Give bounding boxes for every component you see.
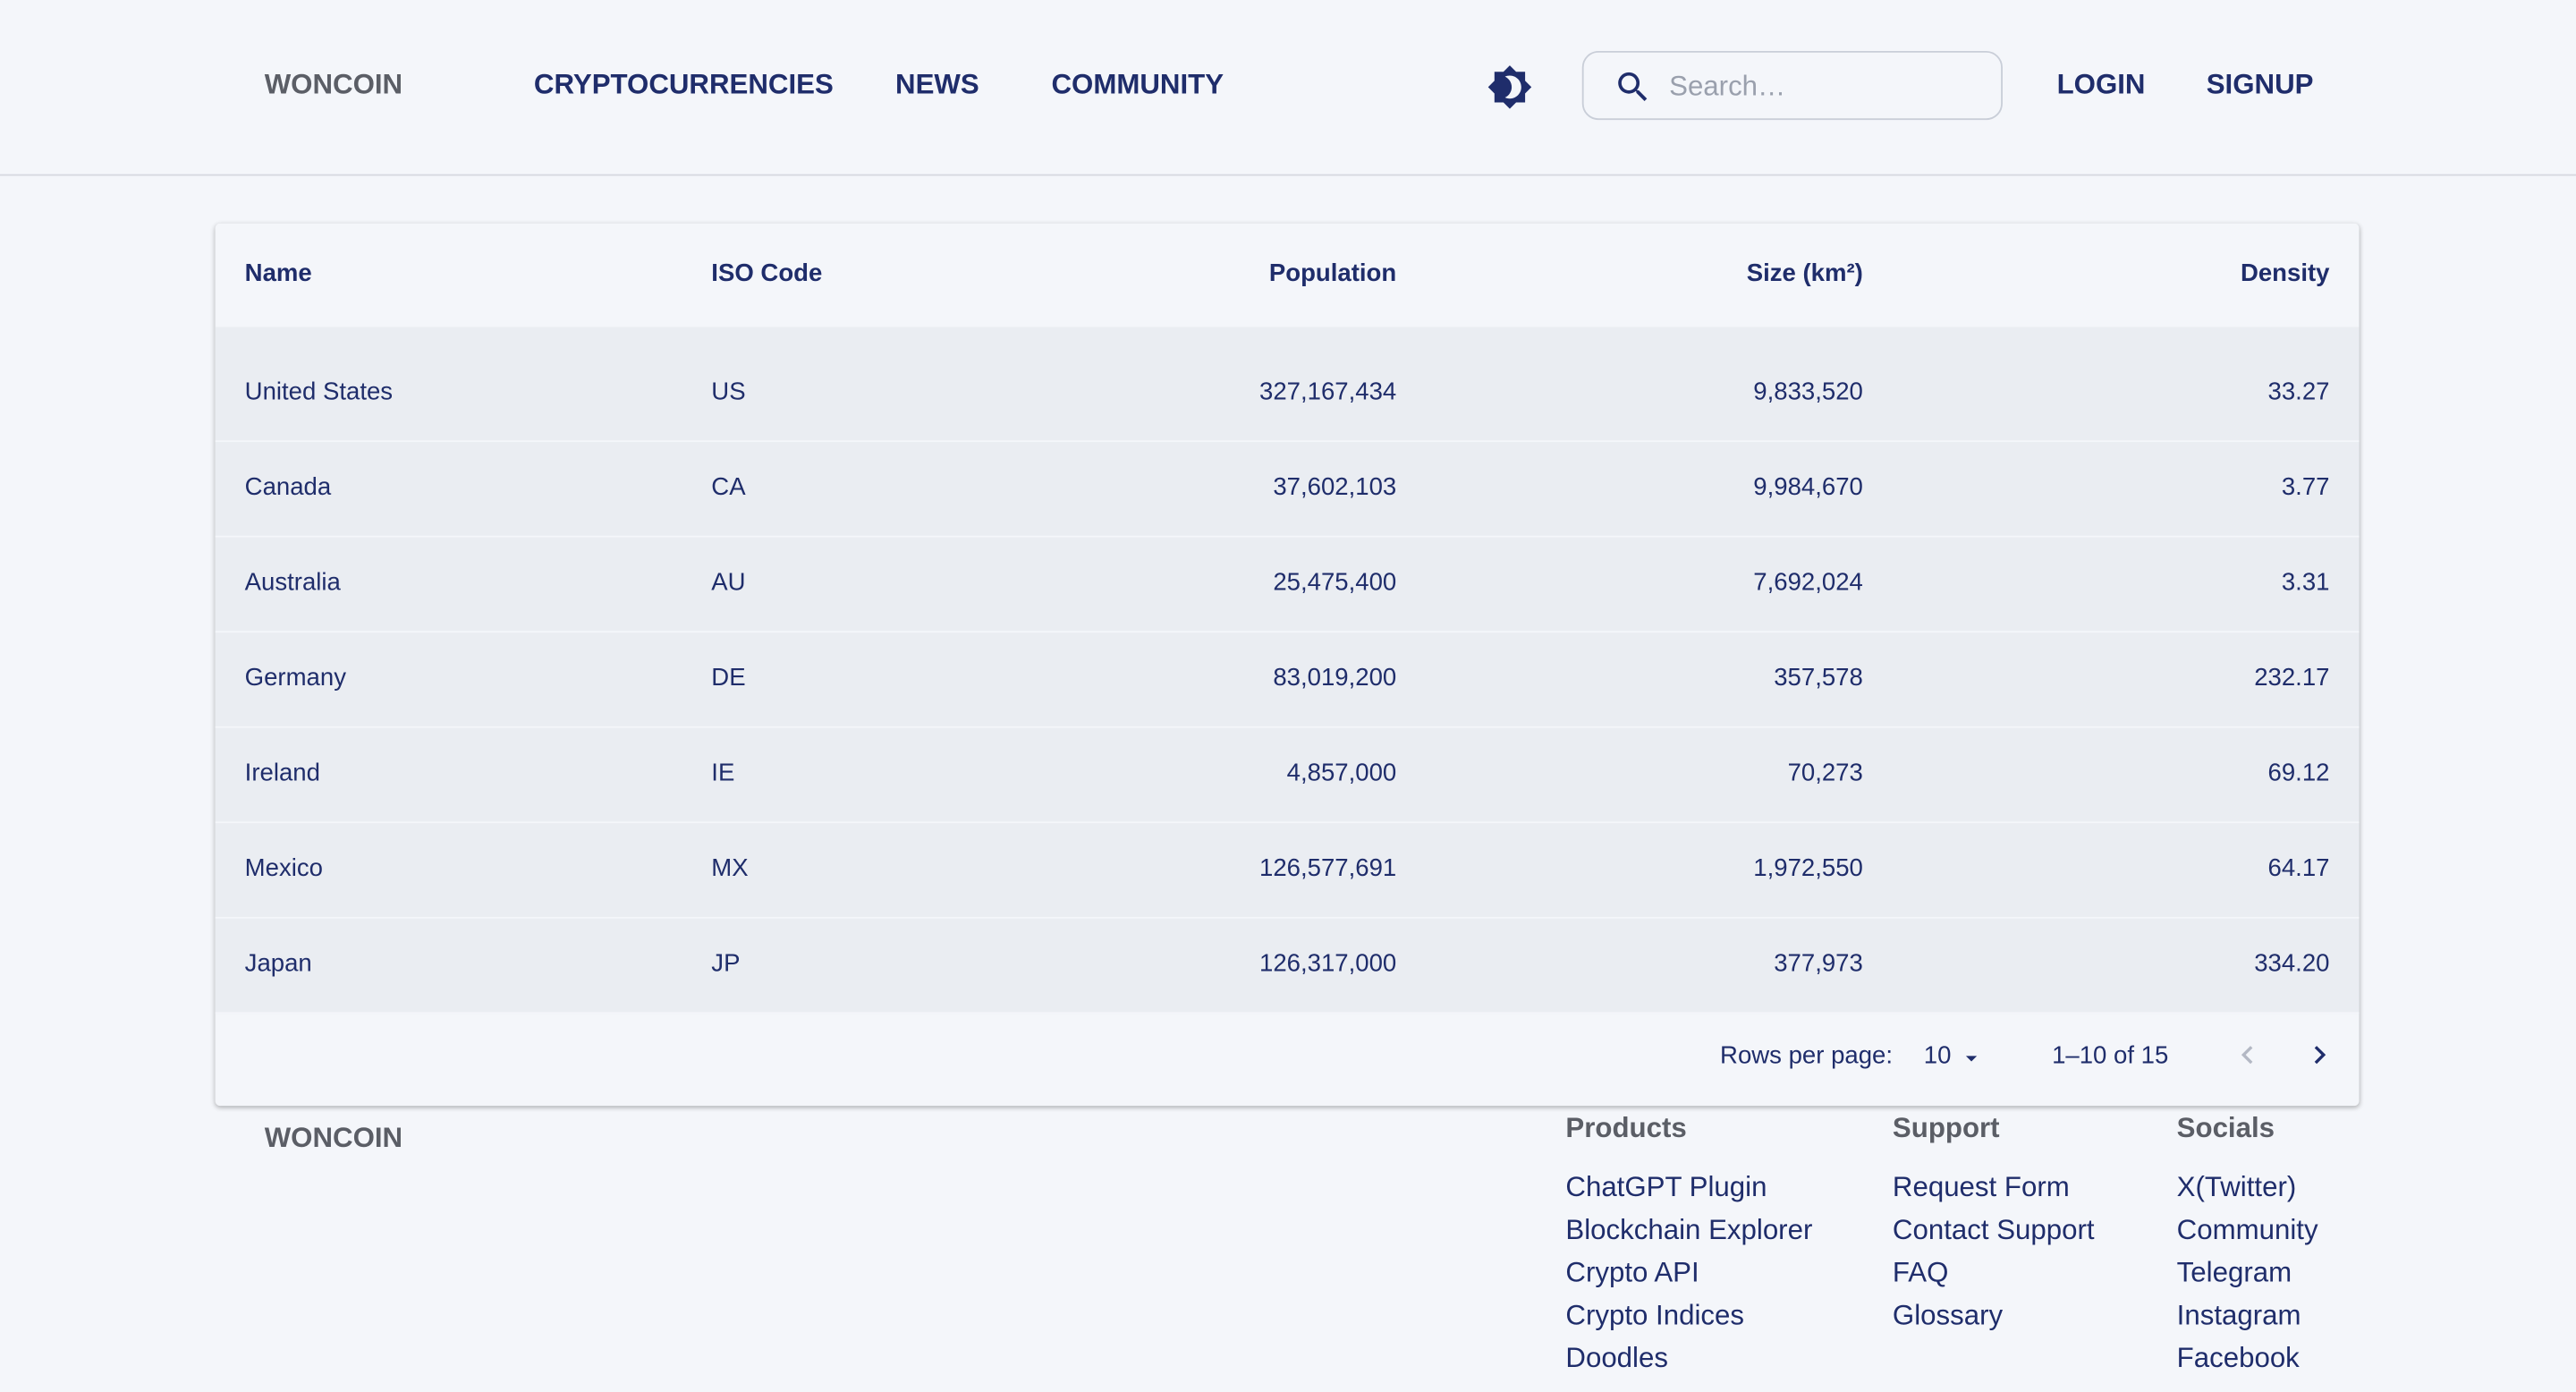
table-row[interactable]: Ireland IE 4,857,000 70,273 69.12 <box>215 727 2360 824</box>
table-cell: CA <box>711 472 746 502</box>
table-cell: 232.17 <box>2254 664 2330 692</box>
rows-per-page-label: Rows per page: <box>1720 1041 1894 1070</box>
footer-heading: Products <box>1565 1112 1687 1144</box>
table-row[interactable]: United States US 327,167,434 9,833,520 33.27 <box>215 346 2360 443</box>
signup-button[interactable]: SIGNUP <box>2206 69 2314 101</box>
table-cell: 4,857,000 <box>1286 759 1397 787</box>
table-cell: 69.12 <box>2267 759 2330 787</box>
select-caret <box>1965 1056 1978 1062</box>
top-bar: WONCOIN CRYPTOCURRENCIES NEWS COMMUNITY Se… <box>0 0 2576 176</box>
table-cell: 33.27 <box>2267 378 2330 406</box>
table-cell: US <box>711 378 746 406</box>
table-cell: 126,317,000 <box>1258 949 1397 978</box>
table-cell: 83,019,200 <box>1273 664 1397 692</box>
table-cell: 3.31 <box>2281 568 2330 597</box>
page-range: 1–10 of 15 <box>2052 1041 2169 1070</box>
search-box[interactable]: Search… <box>1581 50 2003 121</box>
footer-link[interactable]: Instagram <box>2176 1299 2301 1331</box>
footer-link[interactable]: Community <box>2176 1214 2318 1246</box>
search-placeholder: Search… <box>1669 70 1786 102</box>
table-row[interactable]: Germany DE 83,019,200 357,578 232.17 <box>215 632 2360 728</box>
footer-link[interactable]: Glossary <box>1892 1299 2004 1331</box>
table-cell: Australia <box>244 568 341 597</box>
prev-page[interactable] <box>2229 1037 2265 1073</box>
theme-toggle[interactable] <box>1487 64 1532 110</box>
footer-link[interactable]: FAQ <box>1892 1257 1949 1288</box>
table-cell: Canada <box>244 472 332 502</box>
footer-brand: WONCOIN <box>264 1122 403 1154</box>
table-cell: 70,273 <box>1787 759 1863 787</box>
column-header[interactable]: Name <box>244 259 312 288</box>
column-header[interactable]: ISO Code <box>711 259 823 288</box>
rows-per-page-select[interactable]: 10 <box>1923 1041 1952 1070</box>
table-cell: AU <box>711 568 746 597</box>
table-cell: 7,692,024 <box>1753 568 1863 597</box>
table-cell: 25,475,400 <box>1273 568 1397 597</box>
table-cell: 9,833,520 <box>1753 378 1863 406</box>
column-header[interactable]: Density <box>2240 259 2330 288</box>
table-cell: MX <box>711 854 749 883</box>
table-cell: DE <box>711 664 746 692</box>
column-header[interactable]: Size (km²) <box>1746 259 1863 288</box>
table-cell: 126,577,691 <box>1258 854 1397 883</box>
table-cell: Ireland <box>244 759 320 787</box>
table-cell: 3.77 <box>2281 472 2330 502</box>
nav-link[interactable]: CRYPTOCURRENCIES <box>533 69 834 101</box>
login-button[interactable]: LOGIN <box>2056 69 2146 101</box>
footer-link[interactable]: Crypto Indices <box>1565 1299 1745 1331</box>
nav-link[interactable]: COMMUNITY <box>1051 69 1224 101</box>
table-row[interactable]: Canada CA 37,602,103 9,984,670 3.77 <box>215 442 2360 538</box>
search-icon <box>1618 72 1648 101</box>
table-cell: JP <box>711 949 741 978</box>
footer-link[interactable]: X(Twitter) <box>2176 1171 2297 1203</box>
table-cell: 334.20 <box>2254 949 2330 978</box>
data-table: Name ISO Code Population Size (km²) Density … <box>215 223 2360 1107</box>
footer-link[interactable]: Crypto API <box>1565 1257 1699 1288</box>
footer-heading: Socials <box>2176 1112 2275 1144</box>
table-cell: IE <box>711 759 735 787</box>
table-cell: 377,973 <box>1774 949 1863 978</box>
table-cell: United States <box>244 378 394 406</box>
table-row[interactable]: Australia AU 25,475,400 7,692,024 3.31 <box>215 537 2360 633</box>
brand[interactable]: WONCOIN <box>264 69 403 101</box>
footer-link[interactable]: Blockchain Explorer <box>1565 1214 1813 1246</box>
table-cell: 327,167,434 <box>1258 378 1397 406</box>
footer-heading: Support <box>1892 1112 2000 1144</box>
nav-link[interactable]: NEWS <box>895 69 979 101</box>
table-cell: 64.17 <box>2267 854 2330 883</box>
table-row[interactable]: Mexico MX 126,577,691 1,972,550 64.17 <box>215 823 2360 919</box>
table-cell: 37,602,103 <box>1273 472 1397 502</box>
footer-link[interactable]: ChatGPT Plugin <box>1565 1171 1767 1203</box>
table-cell: 1,972,550 <box>1753 854 1863 883</box>
table-cell: 9,984,670 <box>1753 472 1863 502</box>
table-spacer <box>215 327 2360 347</box>
table-cell: Japan <box>244 949 312 978</box>
table-cell: 357,578 <box>1774 664 1863 692</box>
footer-link[interactable]: Request Form <box>1892 1171 2070 1203</box>
footer-link[interactable]: Telegram <box>2176 1257 2292 1288</box>
table-cell: Mexico <box>244 854 323 883</box>
table-row[interactable]: Japan JP 126,317,000 377,973 334.20 <box>215 918 2360 1014</box>
footer-link[interactable]: Facebook <box>2176 1342 2300 1374</box>
table-cell: Germany <box>244 664 346 692</box>
next-page[interactable] <box>2301 1037 2337 1073</box>
footer-link[interactable]: Doodles <box>1565 1342 1668 1374</box>
column-header[interactable]: Population <box>1268 259 1397 288</box>
footer-link[interactable]: Contact Support <box>1892 1214 2095 1246</box>
